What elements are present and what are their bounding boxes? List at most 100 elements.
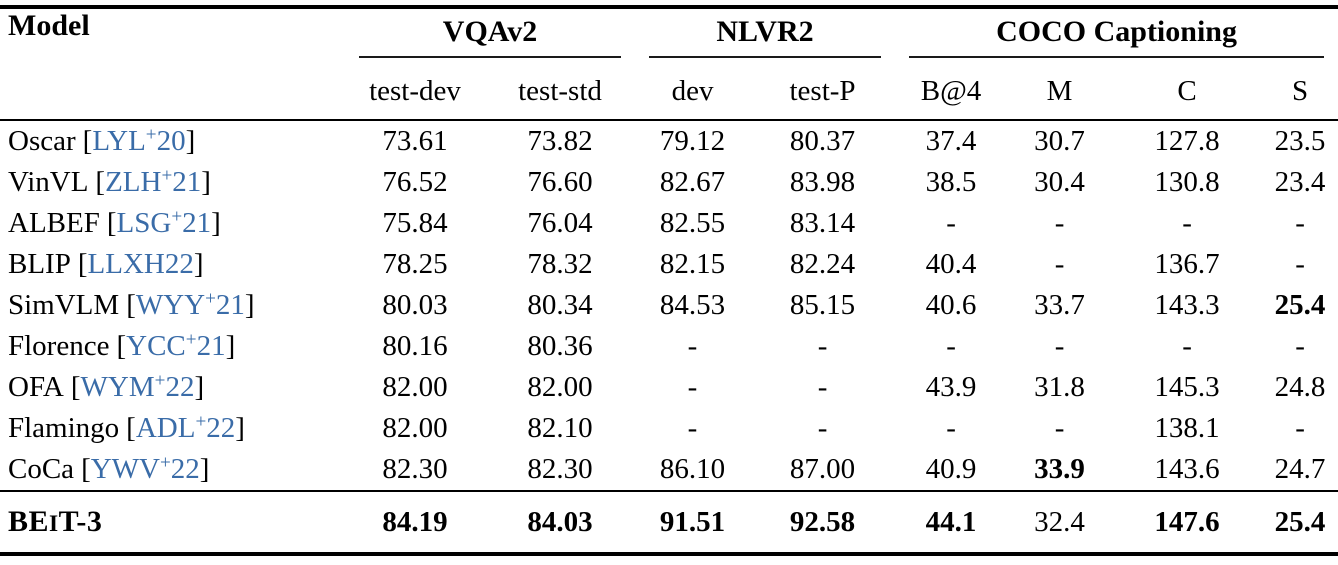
value-cell: 76.60 [527,166,593,198]
value-cell: 40.4 [925,248,977,280]
value-cell: - [817,371,828,403]
value-cell: 82.00 [382,371,448,403]
value-cell: 80.34 [527,289,593,321]
citation-text: ADL+22 [135,411,236,444]
open-bracket: [ [126,289,136,321]
model-cell: Oscar [LYL+20] [0,120,345,162]
value-cell: - [687,330,698,362]
value-cell: 80.36 [527,330,593,362]
model-name: Florence [8,330,110,362]
table-row: BLIP [LLXH22] 78.25 78.32 82.15 82.24 40.… [0,244,1338,285]
col-header-test-p: test-P [750,63,896,121]
model-column-header: Model [0,7,345,121]
citation-text: LYL+20 [92,124,186,157]
value-cell: - [1295,330,1305,362]
value-cell: - [1295,207,1305,239]
value-cell: 83.98 [789,166,856,198]
value-cell: 92.58 [750,490,896,556]
citation-link[interactable]: [ADL+22] [126,412,245,444]
value-cell: 43.9 [925,371,977,403]
model-rows: Oscar [LYL+20] 73.61 73.82 79.12 80.37 37… [0,120,1338,491]
close-bracket: ] [194,371,205,403]
citation-text: ZLH+21 [105,165,202,198]
value-cell: 33.7 [1034,289,1085,321]
close-bracket: ] [201,166,211,198]
table-row: VinVL [ZLH+21] 76.52 76.60 82.67 83.98 38… [0,162,1338,203]
value-cell: 24.7 [1274,453,1326,485]
value-cell: 78.32 [527,248,593,280]
model-name: SimVLM [8,289,120,321]
value-cell: - [1054,330,1065,362]
group-header-nlvr2: NLVR2 [635,7,895,63]
citation-text: WYM+22 [80,370,195,403]
model-cell: BLIP [LLXH22] [0,244,345,285]
value-cell: 40.6 [925,289,977,321]
col-header-m: M [1007,63,1113,121]
value-cell: - [1295,412,1305,444]
col-header-s: S [1262,63,1338,121]
model-cell: BEIT-3 [0,490,345,556]
citation-link[interactable]: [LYL+20] [83,125,196,157]
model-cell: OFA [WYM+22] [0,367,345,408]
value-cell: 23.4 [1274,166,1326,198]
value-cell: 143.3 [1154,289,1220,321]
citation-text: YCC+21 [126,329,226,362]
value-cell: 84.19 [345,490,485,556]
value-cell: - [817,330,828,362]
citation-link[interactable]: [ZLH+21] [95,166,211,198]
close-bracket: ] [235,412,245,444]
citation-link[interactable]: [LSG+21] [107,207,221,239]
value-cell: 127.8 [1154,125,1220,157]
citation-text: LLXH22 [87,248,194,280]
close-bracket: ] [244,289,255,321]
model-name: OFA [8,371,64,403]
value-cell: 75.84 [382,207,448,239]
model-cell: ALBEF [LSG+21] [0,203,345,244]
value-cell: 145.3 [1154,371,1220,403]
value-cell: 82.24 [789,248,856,280]
beit3-row-section: BEIT-3 84.19 84.03 91.51 92.58 44.1 32.4… [0,490,1338,556]
value-cell: 80.03 [382,289,448,321]
value-cell: 40.9 [925,453,977,485]
citation-text: YWV+22 [90,452,200,485]
open-bracket: [ [95,166,106,198]
model-cell: VinVL [ZLH+21] [0,162,345,203]
table-row-beit3: BEIT-3 84.19 84.03 91.51 92.58 44.1 32.4… [0,490,1338,556]
citation-link[interactable]: [WYM+22] [71,371,204,403]
table-row: Florence [YCC+21] 80.16 80.36 - - - - - - [0,326,1338,367]
open-bracket: [ [116,330,127,362]
citation-link[interactable]: [WYY+21] [126,289,254,321]
coco-captioning-label: COCO Captioning [909,9,1325,58]
value-cell: 82.15 [659,248,726,280]
value-cell: 85.15 [789,289,856,321]
nlvr2-label: NLVR2 [649,9,882,58]
group-header-coco-captioning: COCO Captioning [895,7,1338,63]
close-bracket: ] [211,207,221,239]
value-cell: - [1054,248,1065,280]
model-name: Flamingo [8,412,120,444]
open-bracket: [ [77,248,88,280]
value-cell: 78.25 [382,248,448,280]
beit3-model-label: BEIT-3 [8,505,103,538]
close-bracket: ] [185,125,196,157]
value-cell: 147.6 [1112,490,1263,556]
citation-link[interactable]: [YCC+21] [116,330,235,362]
table-row: CoCa [YWV+22] 82.30 82.30 86.10 87.00 40.… [0,449,1338,491]
model-name: VinVL [8,166,89,198]
col-header-c: C [1112,63,1263,121]
table-row: SimVLM [WYY+21] 80.03 80.34 84.53 85.15 4… [0,285,1338,326]
group-header-row: Model VQAv2 NLVR2 COCO Captioning [0,7,1338,121]
model-cell: Flamingo [ADL+22] [0,408,345,449]
value-cell: - [1182,330,1192,362]
citation-link[interactable]: [LLXH22] [78,248,204,280]
value-cell: - [817,412,828,444]
value-cell: 25.4 [1274,289,1326,321]
value-cell: - [1054,412,1065,444]
value-cell: 37.4 [925,125,977,157]
citation-link[interactable]: [YWV+22] [81,453,209,485]
value-cell: - [687,412,698,444]
model-name: CoCa [8,453,75,485]
value-cell: 32.4 [1007,490,1113,556]
open-bracket: [ [82,125,93,157]
open-bracket: [ [81,453,91,485]
